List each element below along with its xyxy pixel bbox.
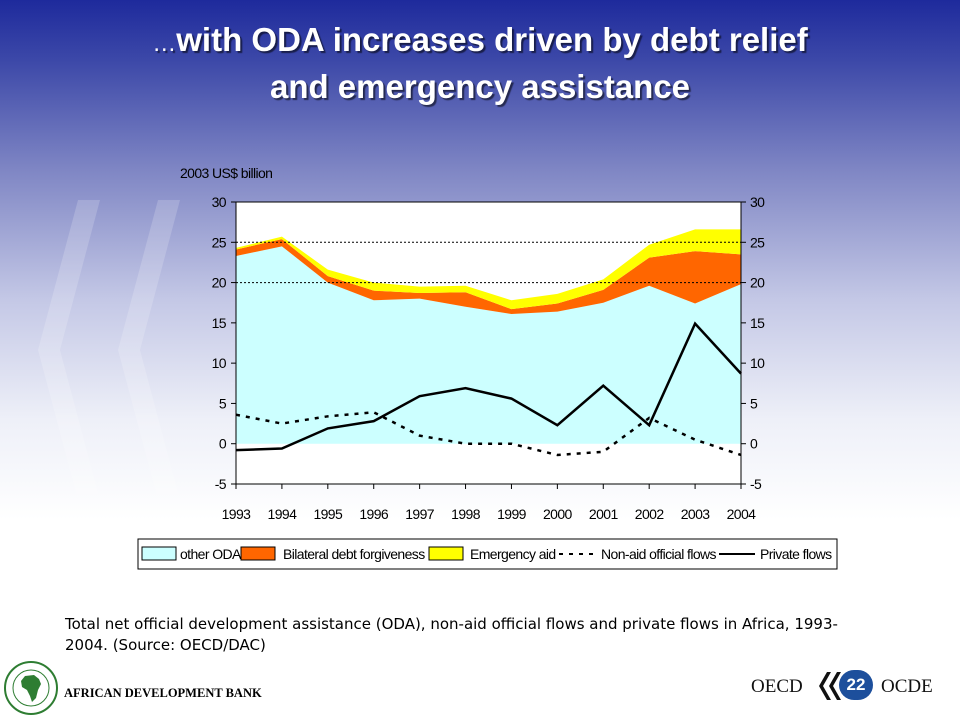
oecd-wordmark: OECD — [751, 676, 803, 697]
y-tick-label-right: 30 — [750, 194, 765, 210]
x-tick-label: 1997 — [405, 506, 435, 522]
y-tick-label-left: 20 — [212, 275, 227, 291]
y-tick-label-left: 15 — [212, 315, 227, 331]
x-tick-label: 2003 — [681, 506, 711, 522]
y-tick-label-left: 0 — [219, 436, 227, 452]
caption-line-2: 2004. (Source: OECD/DAC) — [65, 636, 266, 654]
chart-caption: Total net official development assistanc… — [65, 614, 925, 656]
legend-swatch-emergency-aid — [428, 546, 464, 561]
x-tick-label: 1993 — [222, 506, 252, 522]
chart-legend: other ODA Bilateral debt forgiveness Emerg… — [137, 538, 838, 570]
y-tick-label-right: 10 — [750, 355, 765, 371]
oda-flows-chart: -5 -5 0 0 5 5 10 10 15 15 20 20 25 25 30 30 1993 1994 1995… — [137, 165, 838, 570]
x-tick-label: 1996 — [359, 506, 389, 522]
decorative-chevrons — [38, 200, 180, 500]
y-tick-label-right: 25 — [750, 234, 765, 250]
y-axis-label: 2003 US$ billion — [180, 165, 272, 181]
ocde-wordmark: OCDE — [881, 676, 933, 697]
y-tick-label-right: -5 — [750, 476, 762, 492]
area-bilateral-debt-forgiveness — [236, 239, 741, 314]
y-tick-label-right: 5 — [750, 395, 758, 411]
x-tick-label: 1994 — [268, 506, 298, 522]
x-tick-label: 1995 — [313, 506, 343, 522]
legend-label-emergency-aid: Emergency aid — [470, 546, 556, 562]
title-ellipsis: … — [152, 30, 177, 57]
page-number: 22 — [839, 670, 873, 700]
line-private-flows — [235, 321, 742, 452]
y-tick-label-left: 25 — [212, 234, 227, 250]
oecd-logo-icon — [819, 672, 841, 700]
plot-border — [235, 201, 742, 485]
y-tick-label-right: 15 — [750, 315, 765, 331]
x-tick-label: 1999 — [497, 506, 527, 522]
legend-swatch-other-oda — [141, 546, 177, 561]
x-tick-label: 2001 — [589, 506, 619, 522]
line-non-aid-official-flows — [235, 411, 742, 457]
x-tick-label: 2000 — [543, 506, 573, 522]
legend-label-bilateral-debt-forgiveness: Bilateral debt forgiveness — [283, 546, 425, 562]
footer-org-name: AFRICAN DEVELOPMENT BANK — [64, 686, 262, 700]
legend-label-other-oda: other ODA — [180, 546, 242, 562]
legend-label-non-aid-official-flows: Non-aid official flows — [601, 546, 717, 562]
y-tick-label-right: 0 — [750, 436, 758, 452]
area-emergency-aid — [236, 229, 741, 310]
slide-title: …with ODA increases driven by debt relie… — [0, 18, 960, 108]
x-tick-label: 2004 — [727, 506, 757, 522]
afdb-logo — [4, 661, 58, 715]
y-tick-label-left: 10 — [212, 355, 227, 371]
x-tick-label: 2002 — [635, 506, 665, 522]
y-tick-label-left: 30 — [212, 194, 227, 210]
legend-swatch-bilateral-debt-forgiveness — [240, 546, 276, 561]
title-line-2: and emergency assistance — [269, 68, 691, 105]
caption-line-1: Total net official development assistanc… — [65, 615, 838, 633]
title-line-1: with ODA increases driven by debt relief — [176, 21, 808, 58]
legend-label-private-flows: Private flows — [760, 546, 832, 562]
x-tick-label: 1998 — [451, 506, 481, 522]
y-tick-label-right: 20 — [750, 275, 765, 291]
y-tick-label-left: 5 — [219, 395, 227, 411]
y-tick-label-left: -5 — [215, 476, 227, 492]
